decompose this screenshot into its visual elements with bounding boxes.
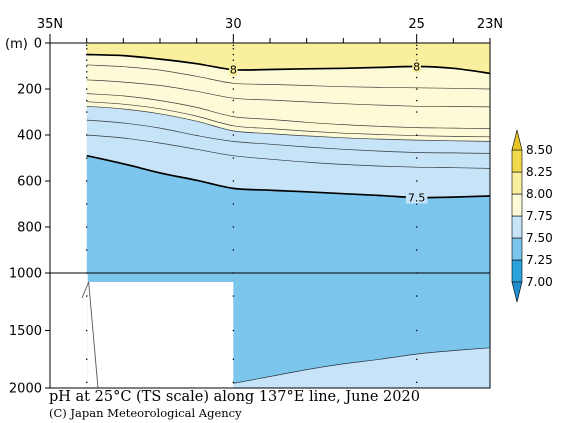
y-tick-label: 400 bbox=[17, 129, 42, 144]
colorbar-tick-label: 7.00 bbox=[526, 275, 553, 289]
contour-line-7.45 bbox=[233, 347, 490, 384]
contour-line-7.75 bbox=[86, 105, 490, 142]
colorbar-tick-label: 8.25 bbox=[526, 165, 553, 179]
y-tick-label: 600 bbox=[17, 175, 42, 190]
no-data-region-north bbox=[50, 43, 87, 273]
contour-label: 8 bbox=[413, 60, 420, 73]
x-tick-label: 30 bbox=[225, 17, 242, 32]
colorbar-swatch bbox=[511, 171, 523, 195]
contour-label-bg bbox=[229, 63, 238, 76]
chart-title: pH at 25°C (TS scale) along 137°E line, … bbox=[49, 389, 420, 405]
contour-line-7.80 bbox=[86, 101, 490, 138]
x-tick-label: 35N bbox=[37, 17, 63, 32]
no-data-region-seafloor bbox=[87, 282, 234, 388]
contour-line-7.65 bbox=[86, 134, 490, 169]
contour-line-7.95 bbox=[86, 64, 490, 90]
y-axis-unit-label: (m) bbox=[5, 37, 28, 52]
ph-band-7.25-7.50 bbox=[86, 155, 490, 273]
contour-line-7.70 bbox=[86, 119, 490, 154]
colorbar-swatch bbox=[511, 215, 523, 239]
contour-label-bg bbox=[412, 60, 421, 73]
contour-line-7.85 bbox=[86, 93, 490, 129]
y-tick-label: 2000 bbox=[9, 382, 42, 397]
credit-line: (C) Japan Meteorological Agency bbox=[49, 406, 242, 420]
colorbar-swatch bbox=[511, 193, 523, 217]
bathymetry-line bbox=[81, 281, 90, 299]
colorbar-extend-high bbox=[511, 129, 523, 151]
contour-label: 7.5 bbox=[408, 192, 426, 205]
ph-band-7.75-8.00 bbox=[86, 54, 490, 142]
colorbar-tick-label: 7.75 bbox=[526, 209, 553, 223]
contour-label-bg bbox=[405, 191, 428, 204]
contour-label: 8 bbox=[230, 64, 237, 77]
colorbar-tick-label: 8.50 bbox=[526, 143, 553, 157]
colorbar-tick-label: 7.50 bbox=[526, 231, 553, 245]
bathymetry-line bbox=[88, 281, 99, 389]
ph-band-above-8 bbox=[86, 43, 490, 74]
y-tick-label: 0 bbox=[34, 37, 42, 52]
y-tick-label: 1000 bbox=[9, 267, 42, 282]
colorbar-swatch bbox=[511, 237, 523, 261]
y-tick-label: 800 bbox=[17, 221, 42, 236]
station-column-34 bbox=[86, 44, 88, 383]
ph-band-7.50-7.75 bbox=[86, 106, 490, 198]
colorbar-extend-low bbox=[511, 281, 523, 303]
colorbar-swatch bbox=[511, 149, 523, 173]
colorbar-swatch bbox=[511, 259, 523, 283]
colorbar-tick-label: 8.00 bbox=[526, 187, 553, 201]
contour-line-7.90 bbox=[86, 79, 490, 108]
x-tick-label: 25 bbox=[408, 17, 425, 32]
y-tick-label: 1500 bbox=[9, 324, 42, 339]
y-tick-label: 200 bbox=[17, 83, 42, 98]
ph-band-bottom-7.50-7.75 bbox=[233, 347, 490, 388]
x-tick-label: 23N bbox=[477, 17, 503, 32]
colorbar-tick-label: 7.25 bbox=[526, 253, 553, 267]
no-data-region-north-deep bbox=[50, 273, 88, 388]
